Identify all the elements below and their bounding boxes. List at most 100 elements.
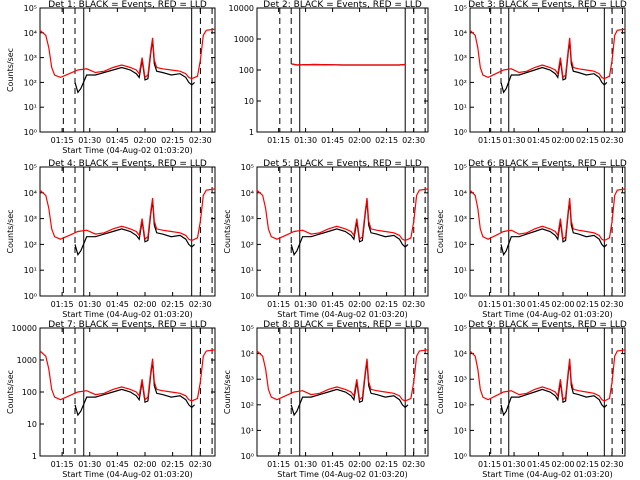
x-axis-label: Start Time (04-Aug-02 01:03:20): [277, 310, 408, 319]
series-line-lld: [469, 28, 626, 80]
chart-title: Det 5: BLACK = Events, RED = LLD: [263, 159, 422, 169]
y-tick-label: 10⁰: [454, 128, 467, 137]
y-tick-label: 10⁴: [241, 350, 254, 359]
x-tick-label: 01:45: [106, 460, 129, 469]
y-axis-label: Counts/sec: [223, 209, 232, 253]
y-tick-label: 10¹: [454, 266, 467, 275]
y-tick-label: 1: [32, 452, 37, 461]
y-tick-label: 10²: [241, 401, 254, 410]
series-line-events: [500, 361, 608, 417]
x-tick-label: 02:30: [402, 136, 425, 145]
y-tick-label: 10⁴: [454, 29, 467, 38]
y-axis-label: Counts/sec: [6, 48, 15, 92]
plot-frame: [469, 327, 626, 457]
plot-frame: [39, 327, 216, 457]
x-tick-label: 01:15: [51, 300, 74, 309]
series-line-lld: [469, 349, 626, 402]
series-line-lld: [39, 188, 216, 242]
y-tick-label: 10⁴: [24, 189, 37, 198]
x-tick-label: 01:45: [321, 136, 344, 145]
y-tick-label: 10⁵: [454, 324, 467, 333]
x-tick-label: 02:00: [348, 136, 371, 145]
y-tick-label: 10²: [454, 401, 467, 410]
x-tick-label: 02:15: [161, 136, 184, 145]
y-tick-label: 10: [27, 420, 37, 429]
y-tick-label: 10⁴: [24, 29, 37, 38]
y-tick-label: 10⁰: [24, 128, 37, 137]
x-tick-label: 02:15: [161, 460, 184, 469]
chart-title: Det 1: BLACK = Events, RED = LLD: [48, 0, 207, 10]
detector-panel-1: Det 1: BLACK = Events, RED = LLD 10⁰ 10¹ 10…: [6, 0, 216, 155]
detector-panel-2: Det 2: BLACK = Events, RED = LLD 1 10 100 10…: [229, 0, 429, 145]
series-line-lld: [291, 63, 406, 66]
y-tick-label: 10³: [454, 215, 467, 224]
y-tick-label: 1000: [17, 356, 37, 365]
series-line-events: [74, 40, 195, 94]
y-tick-label: 10²: [24, 78, 37, 87]
x-tick-label: 02:15: [576, 300, 599, 309]
series-line-events: [290, 361, 409, 417]
y-tick-label: 10⁴: [454, 350, 467, 359]
x-tick-label: 02:00: [133, 300, 156, 309]
y-tick-label: 10⁰: [454, 292, 467, 301]
y-tick-label: 10³: [24, 215, 37, 224]
y-tick-label: 10⁵: [241, 163, 254, 172]
y-tick-label: 10¹: [24, 266, 37, 275]
y-tick-label: 1: [249, 128, 254, 137]
x-tick-label: 01:45: [321, 300, 344, 309]
x-axis-label: Start Time (04-Aug-02 01:03:20): [482, 470, 613, 479]
y-tick-label: 10³: [454, 54, 467, 63]
x-tick-label: 01:30: [503, 136, 526, 145]
x-tick-label: 01:45: [527, 136, 550, 145]
chart-title: Det 9: BLACK = Events, RED = LLD: [468, 320, 627, 330]
y-tick-label: 10¹: [241, 266, 254, 275]
y-tick-label: 10⁵: [24, 4, 37, 13]
x-axis-label: Start Time (04-Aug-02 01:03:20): [482, 310, 613, 319]
y-tick-label: 10¹: [454, 103, 467, 112]
detector-panel-3: Det 3: BLACK = Events, RED = LLD 10⁰ 10¹ 10…: [454, 0, 627, 145]
x-axis-label: Start Time (04-Aug-02 01:03:20): [62, 470, 193, 479]
x-tick-label: 02:00: [551, 136, 574, 145]
plot-frame: [256, 166, 429, 297]
y-tick-label: 10⁵: [241, 324, 254, 333]
x-tick-label: 01:45: [106, 136, 129, 145]
y-tick-label: 10⁰: [24, 292, 37, 301]
y-tick-label: 10⁰: [241, 452, 254, 461]
chart-title: Det 4: BLACK = Events, RED = LLD: [48, 159, 207, 169]
x-tick-label: 01:15: [267, 460, 290, 469]
y-tick-label: 1000: [234, 35, 254, 44]
y-axis-label: Counts/sec: [6, 370, 15, 414]
x-tick-label: 02:30: [402, 300, 425, 309]
x-tick-label: 01:15: [51, 460, 74, 469]
y-tick-label: 10⁵: [454, 4, 467, 13]
y-tick-label: 10³: [24, 54, 37, 63]
x-tick-label: 02:30: [189, 136, 212, 145]
y-tick-label: 10⁰: [241, 292, 254, 301]
x-tick-label: 02:30: [600, 136, 623, 145]
detector-panel-4: Det 4: BLACK = Events, RED = LLD 10⁰ 10¹ 10…: [6, 159, 216, 319]
x-tick-label: 01:30: [78, 460, 101, 469]
y-tick-label: 10³: [454, 375, 467, 384]
detector-panel-9: Det 9: BLACK = Events, RED = LLD 10⁰ 10¹ 10…: [436, 320, 627, 479]
y-tick-label: 100: [239, 66, 254, 75]
detector-panel-5: Det 5: BLACK = Events, RED = LLD 10⁰ 10¹ 10…: [223, 159, 429, 319]
x-tick-label: 02:00: [551, 460, 574, 469]
x-tick-label: 02:00: [133, 136, 156, 145]
y-tick-label: 10000: [229, 4, 254, 13]
plot-frame: [39, 7, 216, 133]
series-line-lld: [469, 188, 626, 242]
x-tick-label: 01:45: [527, 460, 550, 469]
y-tick-label: 10²: [454, 78, 467, 87]
plot-frame: [256, 7, 429, 133]
y-axis-label: Counts/sec: [6, 209, 15, 253]
x-tick-label: 01:15: [267, 136, 290, 145]
x-tick-label: 01:45: [527, 300, 550, 309]
detector-panel-6: Det 6: BLACK = Events, RED = LLD 10⁰ 10¹ 10…: [436, 159, 627, 319]
y-tick-label: 10¹: [454, 426, 467, 435]
chart-title: Det 2: BLACK = Events, RED = LLD: [263, 0, 422, 10]
plot-frame: [469, 7, 626, 133]
y-tick-label: 10¹: [24, 103, 37, 112]
series-line-events: [74, 200, 196, 257]
series-line-lld: [39, 28, 216, 80]
